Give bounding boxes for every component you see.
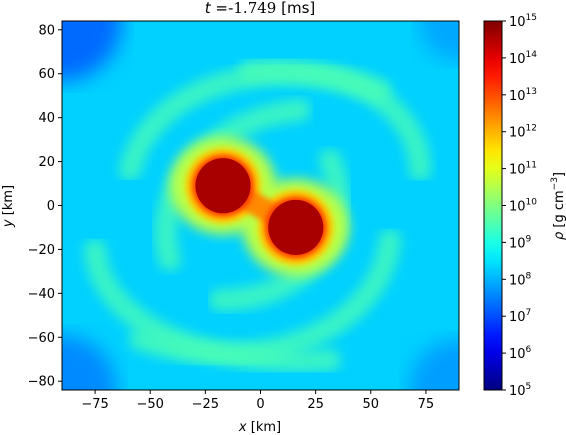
x-axis-label: x [km] [238,420,281,435]
y-tick-label: 40 [38,111,55,126]
y-tick-label: −40 [28,287,55,302]
colorbar-close: ] [552,172,566,177]
y-tick-label: −20 [28,243,55,258]
y-axis-label: y [km] [1,185,16,228]
colorbar-tick-label: 1010 [509,198,537,215]
title-unit: [ms] [276,0,315,17]
colorbar-tick-label: 109 [509,234,532,251]
colorbar-var: ρ [552,231,566,240]
colorbar-tick-label: 108 [509,271,532,288]
colorbar-tick-label: 1012 [509,124,537,141]
colorbar-tick-label: 1015 [509,13,537,30]
x-tick-label: −25 [192,397,219,412]
x-axis-unit: [km] [247,420,281,435]
low-density-corner [62,335,117,390]
y-tick-label: 20 [38,155,55,170]
spiral-arm [239,57,431,181]
density-heatmap [62,21,459,390]
colorbar-exp: −3 [550,177,560,190]
x-tick-label: −50 [137,397,164,412]
title-value: 1.749 [233,0,276,17]
spiral-arm [84,239,341,373]
y-axis-unit: [km] [1,185,16,219]
y-axis-var: y [1,219,16,228]
x-tick-label: 50 [363,397,380,412]
colorbar-unit: [g cm [552,190,566,231]
y-tick-label: 0 [47,199,55,214]
y-tick-label: −80 [28,375,55,390]
y-axis: −80 −60 −40 −20 0 20 40 60 80 [28,23,62,390]
x-tick-label: 0 [256,397,264,412]
colorbar-label: ρ [g cm−3] [550,172,566,240]
x-axis-var: x [238,420,247,435]
colorbar-tick-label: 107 [509,308,531,325]
x-tick-label: 25 [307,397,324,412]
low-density-corner [419,21,459,61]
x-axis: −75 −50 −25 0 25 50 75 [81,390,434,412]
x-tick-label: 75 [418,397,435,412]
title-var: t [205,0,212,17]
chart-title: t =-1.749 [ms] [205,0,316,17]
colorbar-tick-label: 105 [509,382,531,399]
neutron-star-core-1 [195,158,251,214]
colorbar-tick-label: 1011 [509,161,537,178]
colorbar-tick-label: 1014 [509,50,537,67]
colorbar-tick-label: 106 [509,345,532,362]
colorbar-axis: 105 106 107 108 109 1010 1011 1012 1013 1014 1015 [502,13,537,399]
low-density-corner [409,340,459,390]
colorbar-tick-label: 1013 [509,87,537,104]
y-tick-label: 60 [38,67,55,82]
y-tick-label: −60 [28,331,55,346]
neutron-star-core-2 [268,199,324,256]
colorbar [483,20,503,391]
title-eq: =- [211,0,234,17]
x-tick-label: −75 [81,397,108,412]
y-tick-label: 80 [38,23,55,38]
low-density-corner [62,21,122,81]
